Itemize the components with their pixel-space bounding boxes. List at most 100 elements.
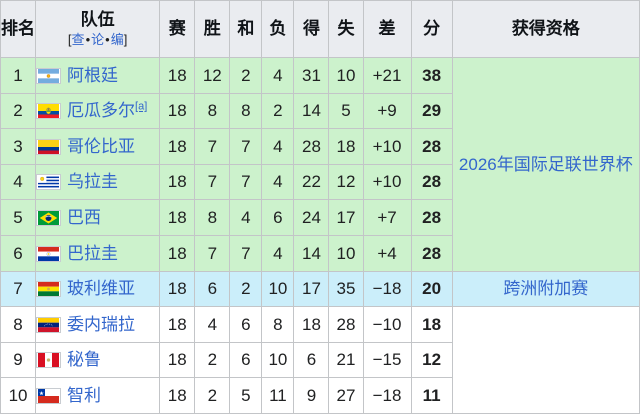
cell-qualification[interactable]: 2026年国际足联世界杯 [451,57,640,272]
cell-goal-difference: −18 [362,270,412,308]
table-row: 9 秘鲁 18 2 6 10 6 21 −15 12 [0,341,640,379]
cell-lost: 10 [261,270,295,308]
cell-goals-for: 24 [293,199,330,236]
cell-team: 阿根廷 [35,57,161,94]
team-link[interactable]: 玻利维亚 [67,279,136,299]
cell-won: 2 [194,377,231,414]
cell-lost: 10 [261,341,295,379]
cell-lost: 4 [261,234,295,272]
cell-team: 玻利维亚 [35,270,161,308]
cell-qualification[interactable]: 跨洲附加赛 [451,270,640,308]
header-drawn: 和 [229,0,263,58]
cell-points: 29 [410,92,453,130]
cell-played: 18 [159,128,196,165]
team-link[interactable]: 智利 [67,386,102,406]
cell-lost: 4 [261,128,295,165]
cell-points: 12 [410,341,453,379]
team-link[interactable]: 秘鲁 [67,350,102,370]
table-row: 3 哥伦比亚 18 7 7 4 28 18 +10 28 [0,128,640,165]
vte-view-link[interactable]: 查 [71,31,85,47]
cell-played: 18 [159,270,196,308]
cell-drawn: 7 [229,163,263,201]
cell-team: 厄瓜多尔[a] [35,92,161,130]
cell-rank: 3 [0,128,37,165]
cell-drawn: 6 [229,306,263,343]
header-goals-against: 失 [328,0,364,58]
team-link[interactable]: 巴拉圭 [67,243,119,263]
cell-goals-against: 10 [328,57,364,94]
cell-lost: 11 [261,377,295,414]
cell-goal-difference: −10 [362,306,412,343]
cell-rank: 5 [0,199,37,236]
vte-talk-link[interactable]: 论 [91,31,105,47]
cell-points: 38 [410,57,453,94]
cell-goals-against: 21 [328,341,364,379]
team-link[interactable]: 厄瓜多尔 [67,101,136,121]
cell-lost: 2 [261,92,295,130]
cell-goals-for: 6 [293,341,330,379]
cell-played: 18 [159,199,196,236]
flag-bolivia-icon [36,281,62,298]
cell-played: 18 [159,341,196,379]
table-header-row: 排名 队伍 [查•论•编] 赛 胜 和 负 得 失 差 分 获得资格 [0,0,640,58]
team-link[interactable]: 乌拉圭 [67,172,119,192]
header-rank: 排名 [0,0,37,58]
cell-rank: 6 [0,234,37,272]
cell-goals-for: 31 [293,57,330,94]
table-row: 1 阿根廷 18 12 2 4 31 10 +21 38 2026年国际足联世界杯 [0,57,640,272]
cell-goals-against: 17 [328,199,364,236]
cell-drawn: 4 [229,199,263,236]
cell-points: 28 [410,234,453,272]
cell-goal-difference: +21 [362,57,412,94]
table-row: 8 委内瑞拉 18 4 6 8 18 28 −10 18 [0,306,640,414]
team-link[interactable]: 阿根廷 [67,65,119,85]
cell-rank: 2 [0,92,37,130]
cell-goals-for: 17 [293,270,330,308]
header-won: 胜 [194,0,231,58]
cell-qualification [451,306,640,414]
cell-won: 7 [194,128,231,165]
cell-goals-for: 22 [293,163,330,201]
team-link[interactable]: 巴西 [67,208,102,228]
qualification-link[interactable]: 2026年国际足联世界杯 [458,154,633,174]
cell-goals-against: 35 [328,270,364,308]
cell-won: 8 [194,199,231,236]
header-team: 队伍 [查•论•编] [35,0,161,58]
flag-uruguay-icon [36,174,62,191]
standings-body: 1 阿根廷 18 12 2 4 31 10 +21 38 2026年国际足联世界杯 2 厄瓜多尔[a] 1… [0,57,640,414]
cell-won: 7 [194,163,231,201]
cell-won: 12 [194,57,231,94]
qualification-link[interactable]: 跨洲附加赛 [503,279,589,299]
cell-points: 28 [410,199,453,236]
table-row: 5 巴西 18 8 4 6 24 17 +7 28 [0,199,640,236]
cell-goals-for: 18 [293,306,330,343]
cell-team: 巴拉圭 [35,234,161,272]
cell-goals-against: 28 [328,306,364,343]
header-goals-for: 得 [293,0,330,58]
cell-goals-against: 5 [328,92,364,130]
cell-points: 28 [410,128,453,165]
table-row: 7 玻利维亚 18 6 2 10 17 35 −18 20 跨洲附加赛 [0,270,640,308]
cell-goal-difference: +4 [362,234,412,272]
vte-open-bracket: [ [67,31,72,47]
team-link[interactable]: 哥伦比亚 [67,136,136,156]
cell-goals-against: 27 [328,377,364,414]
vte-edit-link[interactable]: 编 [110,31,124,47]
cell-won: 4 [194,306,231,343]
cell-lost: 4 [261,57,295,94]
footnote-reference[interactable]: [a] [135,100,148,113]
cell-rank: 9 [0,341,37,379]
cell-lost: 6 [261,199,295,236]
cell-goal-difference: +10 [362,163,412,201]
cell-points: 28 [410,163,453,201]
flag-argentina-icon [36,67,62,84]
cell-played: 18 [159,306,196,343]
cell-rank: 8 [0,306,37,343]
cell-goals-against: 18 [328,128,364,165]
cell-team: 智利 [35,377,161,414]
team-link[interactable]: 委内瑞拉 [67,314,136,334]
flag-venezuela-icon [36,316,62,333]
header-qualification: 获得资格 [451,0,640,58]
flag-peru-icon [36,352,62,369]
cell-won: 7 [194,234,231,272]
